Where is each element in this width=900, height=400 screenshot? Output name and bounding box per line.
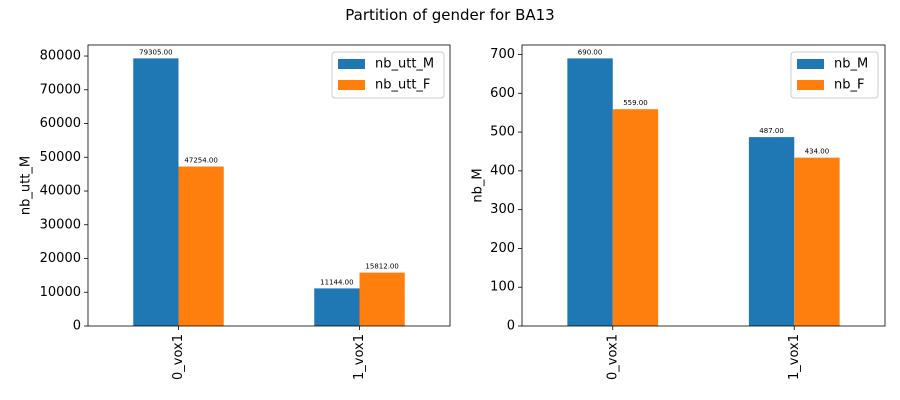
right-y-tick-label-0: 0 — [507, 319, 515, 334]
left-y-tick-label-80000: 80000 — [40, 49, 81, 64]
left-y-tick-label-50000: 50000 — [40, 150, 81, 165]
right-y-tick-label-200: 200 — [490, 241, 515, 256]
chart-right: 690.00 559.00 0_vox1 487.00 434.00 1_vox1 0 100… — [471, 44, 886, 380]
right-axes-frame — [521, 44, 886, 327]
left-y-tick-label-10000: 10000 — [40, 285, 81, 300]
right-y-tick-label-400: 400 — [490, 163, 515, 178]
left-value-label-nb_utt_F-1_vox1: 15812.00 — [365, 263, 398, 271]
right-bar-nb_M-1_vox1 — [748, 137, 795, 326]
right-y-tick-label-600: 600 — [490, 86, 515, 101]
left-y-tick-label-0: 0 — [73, 319, 81, 334]
left-value-label-nb_utt_M-0_vox1: 79305.00 — [139, 48, 172, 56]
right-legend-label-nb_M: nb_M — [834, 57, 868, 72]
figure-title: Partition of gender for BA13 — [345, 6, 554, 24]
left-x-tick-label-0_vox1: 0_vox1 — [171, 334, 186, 380]
left-bar-nb_utt_M-0_vox1 — [133, 58, 179, 326]
left-y-tick-label-40000: 40000 — [40, 184, 81, 199]
right-y-tick-label-100: 100 — [490, 280, 515, 295]
left-legend-swatch-nb_utt_M — [338, 59, 365, 69]
right-y-tick-label-700: 700 — [490, 47, 515, 62]
left-y-tick-label-70000: 70000 — [40, 82, 81, 97]
left-y-tick-label-20000: 20000 — [40, 251, 81, 266]
right-legend-swatch-nb_M — [797, 59, 824, 69]
left-bar-nb_utt_M-1_vox1 — [314, 288, 360, 326]
left-legend-swatch-nb_utt_F — [338, 80, 365, 90]
right-y-tick-label-300: 300 — [490, 202, 515, 217]
left-y-tick-label-60000: 60000 — [40, 116, 81, 131]
left-bar-nb_utt_F-1_vox1 — [359, 272, 405, 326]
right-bar-nb_F-1_vox1 — [794, 157, 840, 326]
right-legend-label-nb_F: nb_F — [834, 78, 864, 93]
left-legend-label-nb_utt_M: nb_utt_M — [375, 57, 434, 72]
right-x-tick-label-1_vox1: 1_vox1 — [787, 334, 802, 380]
right-x-tick-label-0_vox1: 0_vox1 — [605, 334, 620, 380]
left-x-tick-label-1_vox1: 1_vox1 — [352, 334, 367, 380]
left-y-tick-label-30000: 30000 — [40, 217, 81, 232]
right-y-axis-label: nb_M — [471, 168, 486, 202]
right-legend-swatch-nb_F — [797, 80, 824, 90]
left-bar-nb_utt_F-0_vox1 — [178, 166, 224, 326]
left-axes-frame — [87, 44, 451, 327]
right-value-label-nb_M-0_vox1: 690.00 — [578, 48, 603, 56]
right-value-label-nb_F-0_vox1: 559.00 — [623, 99, 648, 107]
left-value-label-nb_utt_F-0_vox1: 47254.00 — [184, 157, 217, 165]
right-y-tick-label-500: 500 — [490, 125, 515, 140]
right-bar-nb_F-0_vox1 — [612, 109, 659, 326]
left-value-label-nb_utt_M-1_vox1: 11144.00 — [320, 278, 353, 286]
chart-left: 79305.00 47254.00 0_vox1 11144.00 15812.00 1_… — [19, 44, 451, 380]
left-y-axis-label: nb_utt_M — [19, 156, 34, 215]
right-value-label-nb_F-1_vox1: 434.00 — [805, 148, 830, 156]
right-value-label-nb_M-1_vox1: 487.00 — [759, 127, 784, 135]
right-bar-nb_M-0_vox1 — [567, 58, 613, 326]
left-legend-label-nb_utt_F: nb_utt_F — [375, 78, 430, 93]
